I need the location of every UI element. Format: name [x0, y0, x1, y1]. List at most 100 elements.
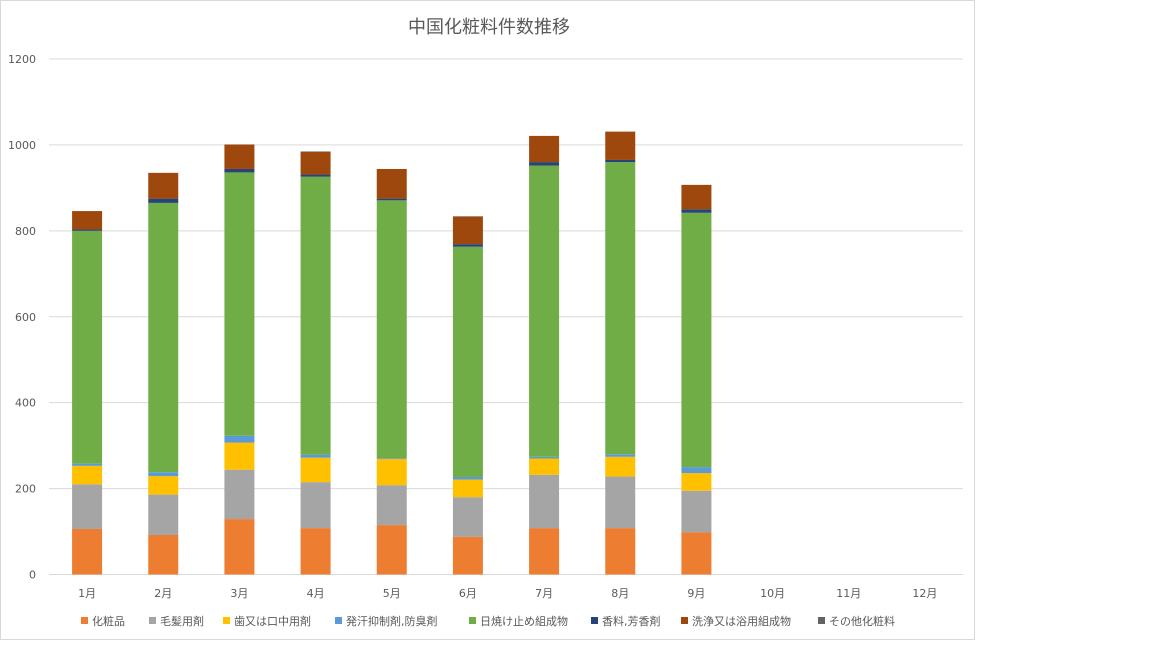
bar-segment — [681, 209, 712, 213]
y-tick-label: 800 — [15, 225, 36, 238]
legend-item: 洗浄又は浴用組成物 — [681, 614, 791, 628]
bar-segment — [681, 184, 712, 210]
bar-segment — [224, 519, 255, 575]
legend-swatch — [469, 617, 476, 624]
bar-segment — [72, 484, 103, 529]
legend-label: 発汗抑制剤,防臭剤 — [346, 614, 438, 628]
legend-item: 発汗抑制剤,防臭剤 — [335, 614, 438, 628]
legend-label: 香料,芳香剤 — [602, 614, 661, 628]
bar-segment — [376, 458, 407, 486]
bar-segment — [72, 211, 103, 230]
x-tick-label: 2月 — [154, 587, 172, 600]
bar-segment — [224, 168, 255, 173]
bar-segment — [148, 494, 179, 535]
bar-segment — [300, 174, 331, 177]
legend-label: その他化粧料 — [829, 614, 895, 628]
legend-label: 洗浄又は浴用組成物 — [692, 614, 791, 628]
bar-segment — [300, 482, 331, 529]
bar-segment — [148, 534, 179, 575]
bar-segment — [681, 467, 712, 474]
chart-area: 中国化粧料件数推移 0 200 400 600 800 1000 1200 1月 2月 3月 4月… — [0, 0, 975, 640]
bar-segment — [300, 457, 331, 483]
bar-segment — [148, 476, 179, 495]
x-tick-label: 6月 — [459, 587, 477, 600]
bar-segment — [452, 476, 483, 480]
bar-segment — [224, 172, 255, 436]
legend-swatch — [591, 617, 598, 624]
legend-label: 毛髪用剤 — [160, 614, 204, 628]
x-tick-label: 8月 — [611, 587, 629, 600]
bar-segment — [72, 229, 103, 231]
x-tick-label: 9月 — [687, 587, 705, 600]
legend-swatch — [223, 617, 230, 624]
legend-label: 化粧品 — [92, 614, 125, 628]
x-tick-label: 3月 — [230, 587, 248, 600]
bar-segment — [376, 198, 407, 201]
bar-segment — [376, 525, 407, 575]
legend-item: 歯又は口中用剤 — [223, 614, 311, 628]
bar-segment — [300, 176, 331, 455]
x-tick-label: 11月 — [836, 587, 861, 600]
bar-segment — [605, 162, 636, 455]
legend-swatch — [81, 617, 88, 624]
legend-label: 歯又は口中用剤 — [234, 614, 311, 628]
y-tick-label: 1200 — [8, 53, 36, 66]
bar-segment — [605, 454, 636, 457]
legend-item: その他化粧料 — [818, 614, 895, 628]
legend-swatch — [818, 617, 825, 624]
bar-segment — [452, 244, 483, 247]
bar-segment — [681, 212, 712, 468]
bar-segment — [300, 151, 331, 175]
y-tick-label: 600 — [15, 311, 36, 324]
bar-segment — [605, 159, 636, 163]
x-tick-label: 10月 — [760, 587, 785, 600]
bar-segment — [224, 435, 255, 443]
bar-segment — [224, 469, 255, 520]
x-tick-label: 7月 — [535, 587, 553, 600]
bar-segment — [376, 485, 407, 526]
bar-segment — [148, 202, 179, 473]
stacked-bar-chart: 中国化粧料件数推移 0 200 400 600 800 1000 1200 1月 2月 3月 4月… — [8, 17, 963, 628]
bar-segment — [148, 472, 179, 477]
bar-segment — [529, 474, 560, 529]
bar-segment — [148, 198, 179, 203]
bar-segment — [529, 162, 560, 166]
bar-segment — [605, 476, 636, 529]
chart-title: 中国化粧料件数推移 — [408, 17, 570, 38]
y-tick-label: 200 — [15, 483, 36, 496]
bar-segment — [681, 532, 712, 575]
bar-segment — [72, 528, 103, 575]
bar-segment — [72, 465, 103, 485]
legend-swatch — [335, 617, 342, 624]
bar-segment — [452, 479, 483, 498]
bar-segment — [681, 473, 712, 491]
legend-item: 化粧品 — [81, 614, 125, 628]
legend-swatch — [681, 617, 688, 624]
y-tick-label: 400 — [15, 397, 36, 410]
legend-item: 毛髪用剤 — [149, 614, 204, 628]
bar-segment — [376, 458, 407, 459]
bar-segment — [605, 456, 636, 477]
bar-segment — [529, 135, 560, 163]
bar-segment — [681, 490, 712, 533]
bar-segment — [300, 528, 331, 575]
legend-label: 日焼け止め組成物 — [480, 614, 568, 628]
bar-segment — [376, 200, 407, 459]
bar-segment — [529, 458, 560, 475]
legend-swatch — [149, 617, 156, 624]
bar-segment — [224, 442, 255, 470]
bar-segment — [605, 131, 636, 160]
legend-item: 香料,芳香剤 — [591, 614, 661, 628]
bar-segment — [224, 144, 255, 169]
x-tick-label: 4月 — [307, 587, 325, 600]
bar-segment — [529, 528, 560, 575]
bar-segment — [452, 536, 483, 575]
bar-segment — [300, 454, 331, 458]
bar-segment — [605, 528, 636, 575]
bar-segment — [529, 456, 560, 459]
x-tick-label: 1月 — [78, 587, 96, 600]
legend-item: 日焼け止め組成物 — [469, 614, 568, 628]
bar-segment — [529, 165, 560, 457]
bar-segment — [148, 172, 179, 199]
x-tick-label: 12月 — [912, 587, 937, 600]
